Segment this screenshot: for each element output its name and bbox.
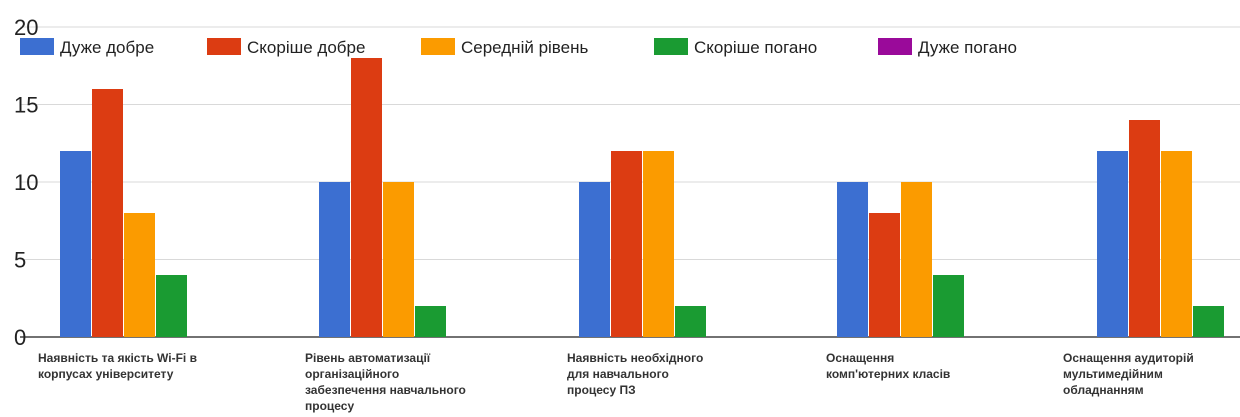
legend-label: Дуже погано <box>918 38 1017 57</box>
bar <box>415 306 446 337</box>
y-tick-label: 20 <box>14 15 38 40</box>
legend-label: Дуже добре <box>60 38 154 57</box>
x-category-label: Оснащення аудиторій мультимедійним обладна… <box>1063 351 1194 397</box>
bar <box>933 275 964 337</box>
legend-label: Скоріше добре <box>247 38 365 57</box>
bar <box>1193 306 1224 337</box>
legend-label: Скоріше погано <box>694 38 817 57</box>
legend-swatch <box>878 38 912 55</box>
legend-label: Середній рівень <box>461 38 588 57</box>
bar <box>869 213 900 337</box>
legend: Дуже добре Скоріше добре Середній рівень Ск… <box>20 38 1017 57</box>
y-tick-label: 15 <box>14 93 38 118</box>
x-category-label: Рівень автоматизації організаційного забез… <box>305 351 466 413</box>
x-category-label: Оснащення комп'ютерних класів <box>826 351 950 381</box>
bars <box>60 58 1224 337</box>
bar <box>351 58 382 337</box>
x-category-label: Наявність необхідного для навчального проц… <box>567 351 703 397</box>
y-tick-label: 10 <box>14 170 38 195</box>
bar <box>319 182 350 337</box>
bar <box>124 213 155 337</box>
bar <box>1129 120 1160 337</box>
legend-swatch <box>20 38 54 55</box>
bar <box>901 182 932 337</box>
y-tick-label: 0 <box>14 325 26 350</box>
bar <box>92 89 123 337</box>
bar <box>643 151 674 337</box>
bar <box>675 306 706 337</box>
bar <box>1161 151 1192 337</box>
bar <box>156 275 187 337</box>
bar <box>1097 151 1128 337</box>
x-axis-labels: Наявність та якість Wi-Fi в корпусах унів… <box>38 351 1194 413</box>
bar <box>60 151 91 337</box>
bar <box>383 182 414 337</box>
bar <box>837 182 868 337</box>
legend-swatch <box>654 38 688 55</box>
legend-swatch <box>421 38 455 55</box>
bar <box>611 151 642 337</box>
bar <box>579 182 610 337</box>
x-category-label: Наявність та якість Wi-Fi в корпусах унів… <box>38 351 197 381</box>
legend-swatch <box>207 38 241 55</box>
y-axis-ticks: 0 5 10 15 20 <box>14 15 38 350</box>
y-tick-label: 5 <box>14 248 26 273</box>
